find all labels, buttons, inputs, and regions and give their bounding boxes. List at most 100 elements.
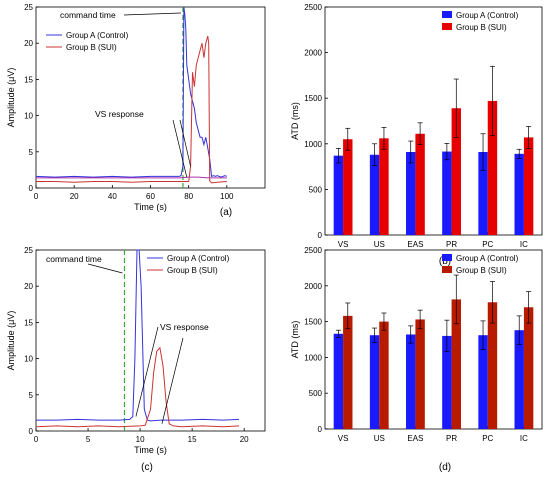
- legend-swatch: [442, 254, 452, 261]
- y-tick-label: 20: [24, 39, 33, 48]
- y-tick-label: 25: [24, 246, 33, 255]
- legend-label: Group A (Control): [66, 31, 129, 40]
- x-tick-label: US: [374, 240, 385, 249]
- legend-label: Group B (SUI): [456, 23, 507, 32]
- bar-PR-0: [442, 335, 452, 429]
- bar-PC-0: [478, 335, 488, 429]
- panel-label: (d): [439, 462, 451, 473]
- x-tick-label: VS: [338, 240, 349, 249]
- command-time-arrow: [87, 263, 123, 274]
- plot-frame: [35, 249, 266, 432]
- bar-EAS-1: [415, 319, 425, 429]
- series-line-1: [35, 346, 240, 428]
- plot-frame: [324, 6, 543, 236]
- y-tick-label: 0: [29, 184, 34, 193]
- x-tick-label: 0: [34, 192, 39, 201]
- vs-response-label: VS response: [95, 109, 144, 119]
- y-tick-label: 15: [24, 318, 33, 327]
- bar-US-1: [379, 321, 389, 429]
- chart-c: 0 5 10 15 20 25 Amplitude (μV) 0 5 10 15 20 Time (s)…: [6, 246, 266, 473]
- y-tick-label: 2000: [304, 282, 322, 291]
- series-line-0: [35, 6, 227, 178]
- y-tick-label: 2000: [304, 49, 322, 58]
- vs-response-arrow-a: [135, 326, 159, 417]
- bar-IC-1: [523, 137, 534, 235]
- vs-response-arrow-b: [161, 337, 184, 424]
- x-tick-label: PC: [482, 434, 493, 443]
- legend-swatch: [442, 23, 452, 30]
- y-tick-label: 0: [318, 231, 323, 240]
- y-tick-label: 0: [29, 427, 34, 436]
- vs-response-arrow-a: [172, 119, 188, 178]
- legend-label: Group B (SUI): [66, 43, 117, 52]
- y-axis-label: Amplitude (μV): [6, 68, 16, 128]
- bar-PR-0: [442, 151, 452, 235]
- series-line-2: [36, 176, 227, 179]
- bar-US-1: [379, 138, 389, 235]
- x-tick-label: IC: [520, 434, 528, 443]
- x-tick-label: 100: [220, 192, 234, 201]
- x-tick-label: US: [374, 434, 385, 443]
- legend-label: Group B (SUI): [167, 266, 218, 275]
- bar-VS-0: [333, 333, 344, 429]
- y-tick-label: 0: [318, 425, 323, 434]
- legend-swatch: [442, 11, 452, 18]
- bar-EAS-0: [406, 152, 416, 235]
- vs-response-arrow-b: [179, 119, 191, 167]
- y-tick-label: 500: [309, 389, 323, 398]
- x-tick-label: PC: [482, 240, 493, 249]
- y-tick-label: 500: [309, 185, 323, 194]
- command-time-label: command time: [46, 254, 102, 264]
- bar-IC-0: [514, 153, 524, 235]
- y-tick-label: 1500: [304, 318, 322, 327]
- x-tick-label: 20: [70, 192, 79, 201]
- x-axis-label: Time (s): [134, 202, 167, 212]
- legend-swatch: [442, 266, 452, 273]
- bar-PC-1: [487, 302, 498, 429]
- bar-EAS-1: [415, 133, 425, 235]
- y-tick-label: 5: [29, 148, 34, 157]
- x-tick-label: 0: [34, 435, 39, 444]
- command-time-label: command time: [60, 10, 116, 20]
- bar-IC-0: [514, 330, 524, 429]
- x-axis-label: Time (s): [134, 445, 167, 455]
- y-tick-label: 1000: [304, 140, 322, 149]
- x-tick-label: PR: [446, 240, 457, 249]
- y-axis-label: ATD (ms): [290, 321, 300, 359]
- panel-label: (b): [439, 256, 451, 267]
- chart-b: 0 500 1000 1500 2000 2500 ATD (ms) VS US EAS PR PC I…: [290, 3, 543, 267]
- chart-d: 0 500 1000 1500 2000 2500 ATD (ms) VS US EAS PR PC I…: [290, 246, 543, 473]
- series-line-1: [36, 35, 227, 184]
- x-tick-label: VS: [338, 434, 349, 443]
- x-tick-label: 20: [240, 435, 249, 444]
- bar-IC-1: [523, 307, 534, 429]
- x-tick-label: 5: [86, 435, 91, 444]
- chart-a: 0 5 10 15 20 25 Amplitude (μV) 0 20 40 60 80 100 Time…: [6, 3, 266, 218]
- bar-US-0: [369, 154, 380, 235]
- y-tick-label: 5: [29, 391, 34, 400]
- series-line-0: [36, 249, 240, 422]
- legend-label: Group A (Control): [167, 254, 230, 263]
- bar-PC-1: [487, 100, 498, 235]
- x-tick-label: 40: [108, 192, 117, 201]
- panel-label: (a): [220, 207, 232, 218]
- bar-VS-1: [343, 315, 353, 429]
- command-time-arrow: [123, 12, 181, 16]
- bar-PC-0: [478, 152, 488, 235]
- legend-label: Group B (SUI): [456, 266, 507, 275]
- plot-frame: [324, 249, 543, 430]
- x-tick-label: IC: [520, 240, 528, 249]
- x-tick-label: EAS: [407, 240, 423, 249]
- y-tick-label: 2500: [304, 3, 322, 12]
- x-tick-label: PR: [446, 434, 457, 443]
- legend-label: Group A (Control): [456, 254, 519, 263]
- bar-VS-0: [333, 155, 344, 235]
- bar-EAS-0: [406, 334, 416, 429]
- vs-response-label: VS response: [160, 322, 209, 332]
- panel-label: (c): [141, 462, 153, 473]
- y-tick-label: 2500: [304, 246, 322, 255]
- bar-PR-1: [451, 108, 461, 235]
- legend-label: Group A (Control): [456, 11, 519, 20]
- bar-PR-1: [451, 299, 461, 429]
- y-tick-label: 25: [24, 3, 33, 12]
